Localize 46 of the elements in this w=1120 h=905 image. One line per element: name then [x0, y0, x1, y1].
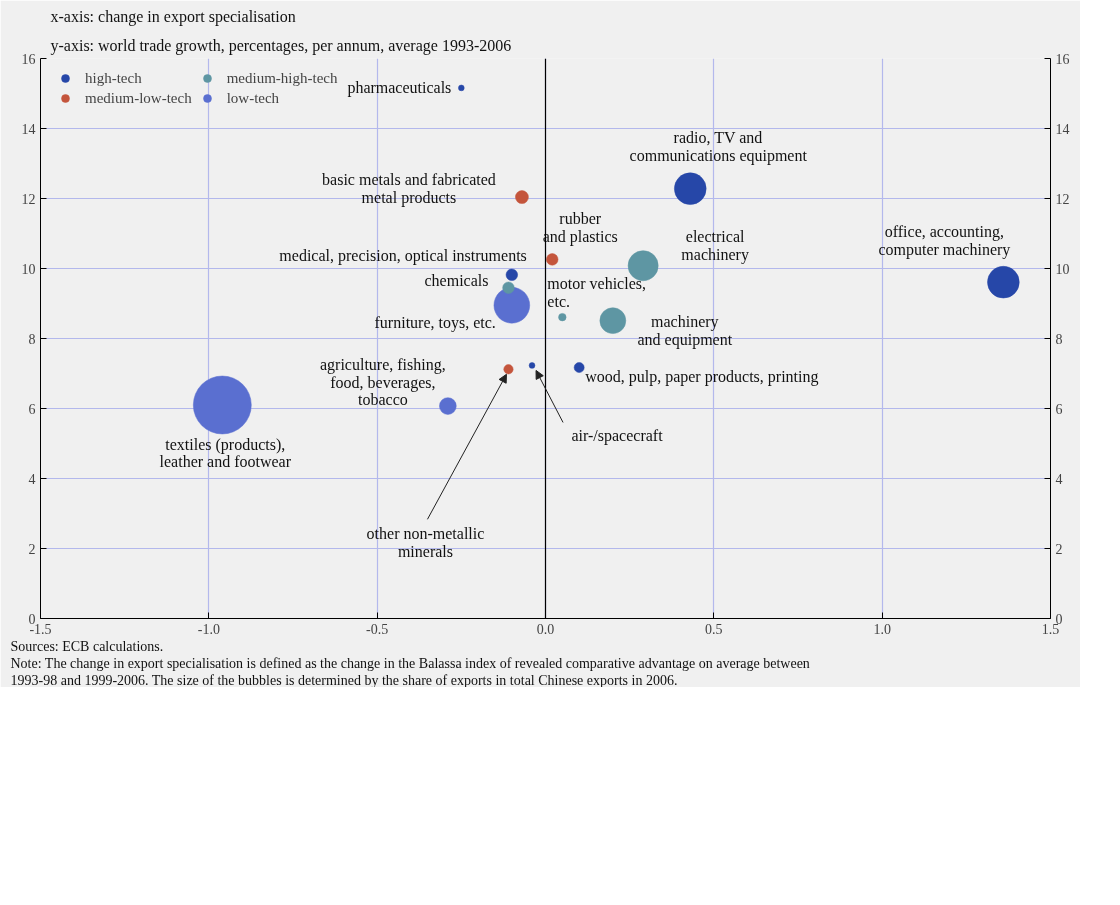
annotation: chemicals — [424, 272, 489, 290]
text: Note: The change in export specialisation is defined as the change in the Balassa index of revealed comparative advantage on average between 1993-98 and 1999-2006. The size of the bubbles is determined by the share of exports in total Chinese exports in 2006. — [10, 655, 810, 688]
y2-tick-label: 8 — [1055, 331, 1063, 347]
x-tick-label: 1.0 — [873, 621, 891, 637]
y-tick-label: 0 — [28, 611, 36, 627]
y2-tick-label: 2 — [1055, 541, 1063, 557]
x-tick-label: 0.0 — [536, 621, 555, 637]
source-note: Sources: ECB calculations. — [10, 638, 164, 654]
y2-tick-label: 14 — [1055, 121, 1070, 137]
x-axis-title: x-axis: change in export specialisation — [50, 7, 296, 26]
annotation: machinery and equipment — [637, 313, 733, 350]
y2-tick-label: 6 — [1055, 401, 1063, 417]
annotation: pharmaceuticals — [347, 79, 452, 98]
y2-tick-label: 10 — [1055, 261, 1070, 277]
annotation: textiles (products), leather and footwear — [159, 435, 292, 471]
annotation: furniture, toys, etc. — [374, 313, 496, 332]
y-tick-label: 2 — [28, 541, 36, 557]
y-axis-title: y-axis: world trade growth, percentages, per annum, average 1993-2006 — [50, 36, 512, 55]
annotation: motor vehicles, etc. — [547, 274, 646, 310]
annotation: basic metals and fabricated metal products — [322, 170, 496, 207]
y-tick-label: 12 — [21, 191, 36, 207]
annotation: medical, precision, optical instruments — [279, 247, 527, 266]
y-tick-label: 10 — [21, 261, 36, 277]
legend-label: low-tech — [226, 89, 280, 107]
y-tick-label: 8 — [28, 331, 36, 347]
y-tick-label: 6 — [28, 401, 36, 417]
legend-label: high-tech — [85, 69, 142, 87]
y2-tick-label: 16 — [1055, 51, 1070, 67]
x-tick-label: -0.5 — [366, 621, 389, 637]
annotation: agriculture, fishing, food, beverages, tobacco — [320, 355, 446, 409]
legend-label: medium-low-tech — [85, 89, 192, 107]
y-tick-label: 14 — [21, 121, 36, 137]
legend-label: medium-high-tech — [226, 69, 338, 87]
annotation: radio, TV and communications equipment — [629, 129, 808, 166]
x-tick-label: -1.0 — [197, 621, 220, 637]
annotation: air-/spacecraft — [571, 426, 664, 445]
x-tick-label: 0.5 — [705, 621, 723, 637]
annotation: wood, pulp, paper products, printing — [585, 368, 819, 387]
y-tick-label: 16 — [21, 51, 36, 67]
annotation: other non-metallic minerals — [366, 524, 485, 560]
y-tick-label: 4 — [28, 471, 36, 487]
y2-tick-label: 4 — [1055, 471, 1063, 487]
annotation: office, accounting, computer machinery — [878, 222, 1011, 259]
y2-tick-label: 12 — [1055, 191, 1070, 207]
annotation: electrical machinery — [681, 228, 749, 265]
y2-tick-label: 0 — [1055, 611, 1063, 627]
